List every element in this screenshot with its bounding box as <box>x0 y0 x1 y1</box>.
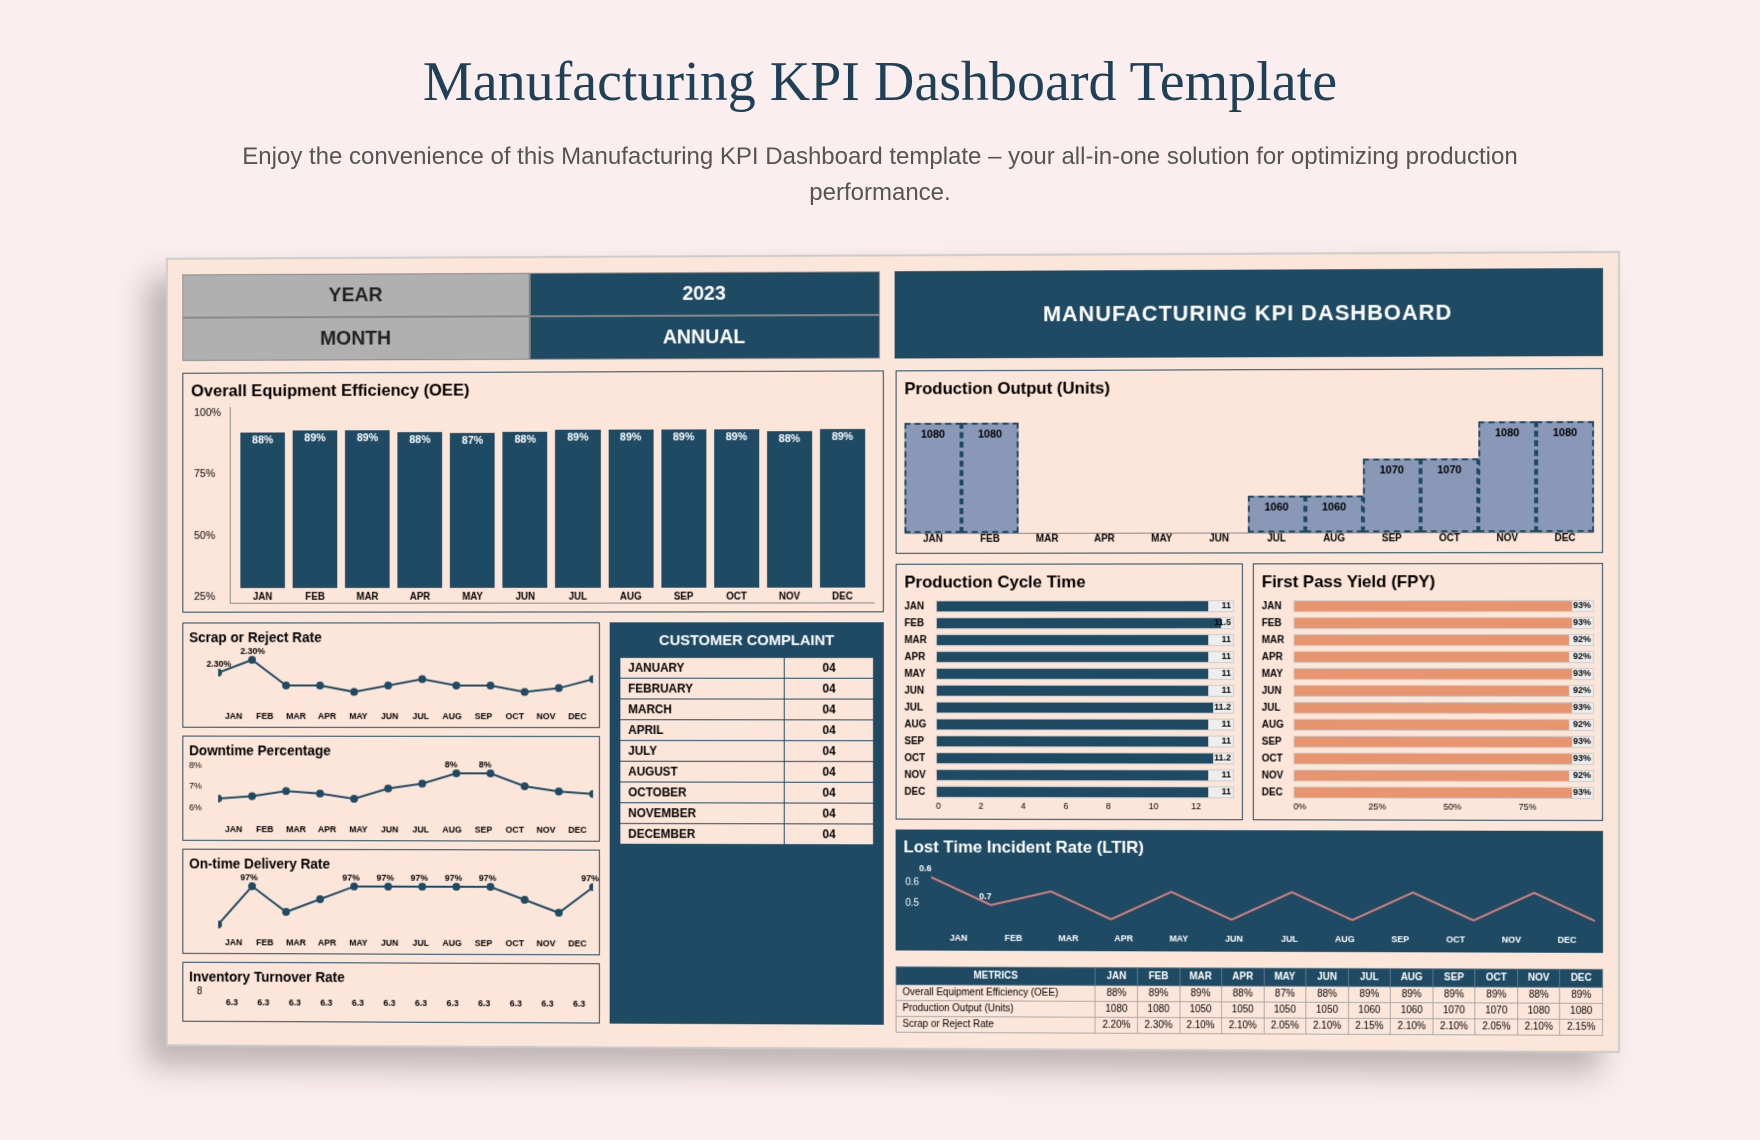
downtime-panel: Downtime Percentage 8%8%8%7%6% JANFEBMAR… <box>182 736 600 842</box>
metrics-table: METRICSJANFEBMARAPRMAYJUNJULAUGSEPOCTNOV… <box>896 966 1603 1036</box>
ontime-title: On-time Delivery Rate <box>189 856 593 873</box>
downtime-chart: 8%8%8%7%6% <box>218 760 593 825</box>
cycle-title: Production Cycle Time <box>904 572 1234 592</box>
oee-panel: Overall Equipment Efficiency (OEE) 100%7… <box>182 370 883 612</box>
production-title: Production Output (Units) <box>904 377 1594 399</box>
fpy-title: First Pass Yield (FPY) <box>1262 572 1594 592</box>
cycle-chart: JAN11FEB11.5MAR11APR11MAY11JUN11JUL11.2A… <box>904 598 1234 811</box>
downtime-title: Downtime Percentage <box>189 742 593 758</box>
complaint-title: CUSTOMER COMPLAINT <box>619 632 874 649</box>
dashboard-container: YEAR 2023 MONTH ANNUAL MANUFACTURING KPI… <box>166 251 1620 1053</box>
cycle-panel: Production Cycle Time JAN11FEB11.5MAR11A… <box>896 563 1243 820</box>
production-panel: Production Output (Units) 10801080106010… <box>896 368 1603 554</box>
month-value[interactable]: ANNUAL <box>529 315 879 360</box>
oee-chart: 100%75%50%25% 88%JAN89%FEB89%MAR88%APR87… <box>230 405 875 604</box>
page-title: Manufacturing KPI Dashboard Template <box>0 0 1760 114</box>
ontime-panel: On-time Delivery Rate 97%97%97%97%97%97%… <box>182 849 600 956</box>
inventory-panel: Inventory Turnover Rate 8 6.36.36.36.36.… <box>182 962 600 1024</box>
fpy-panel: First Pass Yield (FPY) JAN93%FEB93%MAR92… <box>1253 563 1603 821</box>
fpy-chart: JAN93%FEB93%MAR92%APR92%MAY93%JUN92%JUL9… <box>1262 598 1594 812</box>
inventory-title: Inventory Turnover Rate <box>189 969 593 986</box>
scrap-title: Scrap or Reject Rate <box>189 629 593 645</box>
ltir-panel: Lost Time Incident Rate (LTIR) 0.6 0.5 0… <box>896 829 1603 952</box>
scrap-panel: Scrap or Reject Rate 2.30%2.30% JANFEBMA… <box>182 622 600 728</box>
page-subtitle: Enjoy the convenience of this Manufactur… <box>230 139 1530 211</box>
complaint-panel: CUSTOMER COMPLAINT JANUARY04FEBRUARY04MA… <box>610 622 884 1025</box>
year-label: YEAR <box>182 273 529 318</box>
dashboard-title: MANUFACTURING KPI DASHBOARD <box>894 268 1603 358</box>
month-label: MONTH <box>182 316 529 361</box>
complaint-table: JANUARY04FEBRUARY04MARCH04APRIL04JULY04A… <box>619 657 874 845</box>
ltir-title: Lost Time Incident Rate (LTIR) <box>903 837 1595 858</box>
oee-title: Overall Equipment Efficiency (OEE) <box>191 379 875 401</box>
ltir-chart: 0.6 0.5 0.60.7 <box>931 863 1595 935</box>
year-value[interactable]: 2023 <box>529 271 879 316</box>
production-chart: 10801080106010601070107010801080 <box>904 403 1594 534</box>
period-selector: YEAR 2023 MONTH ANNUAL <box>182 271 879 361</box>
scrap-chart: 2.30%2.30% <box>218 647 593 711</box>
ontime-chart: 97%97%97%97%97%97%97% <box>218 873 593 938</box>
